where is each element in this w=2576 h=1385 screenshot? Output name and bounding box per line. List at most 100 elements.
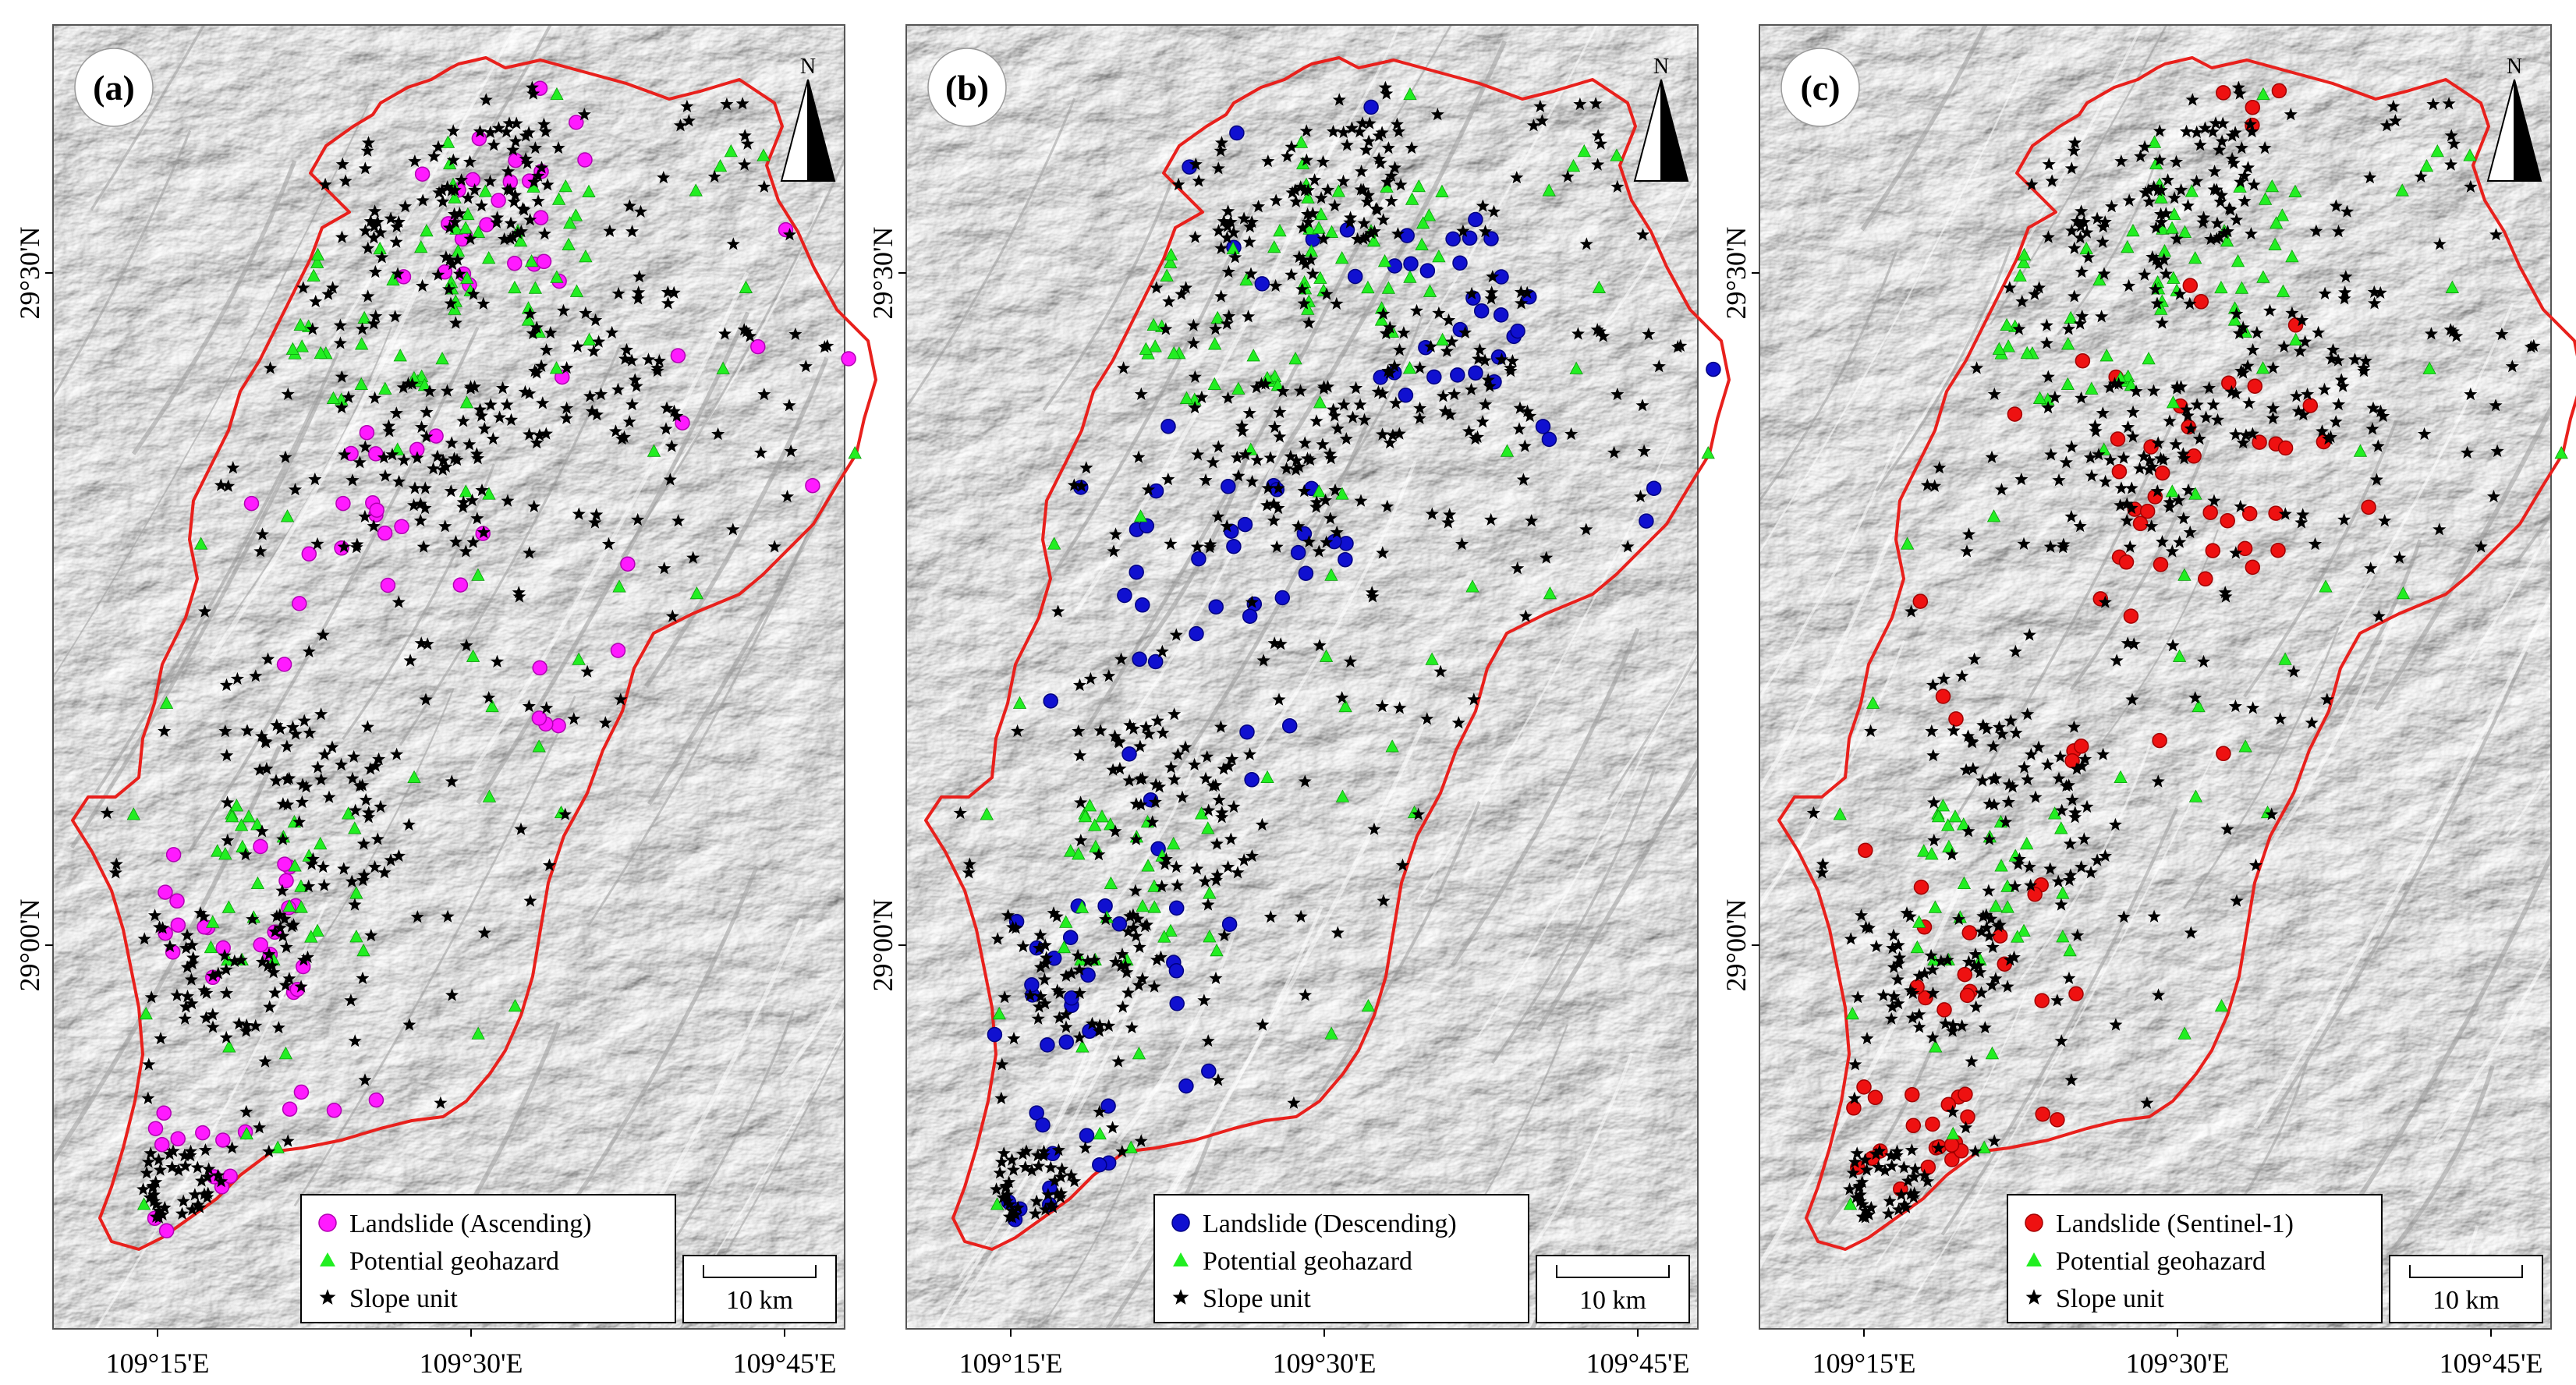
landslide-marker bbox=[276, 657, 292, 672]
slope-unit-marker bbox=[1106, 763, 1120, 776]
slope-unit-marker bbox=[1108, 729, 1122, 742]
slope-unit-marker bbox=[445, 774, 459, 788]
slope-unit-marker bbox=[152, 1203, 166, 1217]
slope-unit-marker bbox=[1927, 795, 1941, 809]
potential-geohazard-marker bbox=[1133, 509, 1148, 522]
latitude-tick-label: 29°00'N bbox=[867, 899, 898, 992]
slope-unit-marker bbox=[657, 171, 671, 184]
potential-geohazard-marker bbox=[1267, 239, 1281, 253]
landslide-marker bbox=[1298, 565, 1314, 581]
potential-geohazard-marker bbox=[2001, 339, 2015, 352]
potential-geohazard-marker bbox=[980, 807, 994, 820]
slope-unit-marker bbox=[2054, 1034, 2068, 1047]
slope-unit-marker bbox=[2012, 322, 2026, 335]
slope-unit-marker bbox=[608, 424, 622, 437]
slope-unit-marker bbox=[2022, 628, 2036, 641]
slope-unit-marker bbox=[559, 411, 573, 424]
longitude-tick-label: 109°45'E bbox=[1586, 1348, 1690, 1379]
landslide-marker bbox=[1100, 1098, 1116, 1114]
slope-unit-marker bbox=[316, 628, 330, 641]
slope-unit-marker bbox=[219, 986, 233, 1000]
slope-unit-marker bbox=[1392, 427, 1406, 440]
potential-geohazard-marker bbox=[508, 280, 522, 294]
landslide-marker bbox=[1858, 842, 1873, 859]
slope-unit-marker bbox=[342, 390, 356, 403]
potential-geohazard-marker bbox=[1701, 446, 1715, 459]
slope-unit-marker bbox=[1294, 180, 1308, 193]
slope-unit-marker bbox=[1591, 129, 1605, 142]
slope-unit-marker bbox=[1321, 182, 1335, 197]
slope-unit-marker bbox=[152, 1153, 166, 1166]
potential-geohazard-marker bbox=[2256, 87, 2270, 101]
landslide-marker bbox=[1936, 1002, 1952, 1018]
potential-geohazard-marker bbox=[1994, 859, 2008, 872]
slope-unit-marker bbox=[1115, 948, 1129, 961]
slope-unit-marker bbox=[263, 1000, 277, 1013]
slope-unit-marker bbox=[2154, 215, 2168, 228]
landslide-marker bbox=[1426, 369, 1442, 385]
slope-unit-marker bbox=[335, 157, 349, 171]
slope-unit-marker bbox=[147, 1188, 161, 1201]
slope-unit-marker bbox=[757, 387, 771, 401]
slope-unit-marker bbox=[1296, 221, 1310, 234]
slope-unit-marker bbox=[2393, 551, 2407, 564]
slope-unit-marker bbox=[667, 285, 681, 299]
slope-unit-marker bbox=[1319, 493, 1333, 507]
slope-unit-marker bbox=[1885, 1000, 1899, 1013]
slope-unit-marker bbox=[2060, 779, 2074, 792]
landslide-marker bbox=[1029, 1105, 1044, 1121]
slope-unit-marker bbox=[1945, 848, 1959, 861]
potential-geohazard-marker bbox=[1917, 844, 1931, 857]
slope-unit-marker bbox=[239, 1018, 253, 1032]
slope-unit-marker bbox=[530, 321, 544, 334]
slope-unit-marker bbox=[390, 220, 404, 233]
slope-unit-marker bbox=[144, 1146, 158, 1160]
slope-unit-marker bbox=[1323, 447, 1337, 460]
slope-unit-marker bbox=[1221, 264, 1235, 278]
landslide-marker bbox=[1062, 930, 1079, 945]
slope-unit-marker bbox=[228, 954, 242, 968]
landslide-marker bbox=[2277, 440, 2294, 456]
slope-unit-marker bbox=[258, 735, 272, 748]
slope-unit-marker bbox=[1235, 424, 1249, 437]
slope-unit-marker bbox=[345, 473, 360, 487]
slope-unit-marker bbox=[2228, 126, 2242, 139]
hillshade-background bbox=[1759, 25, 2551, 1329]
slope-unit-marker bbox=[1054, 1190, 1068, 1203]
slope-unit-marker bbox=[285, 720, 299, 734]
slope-unit-marker bbox=[1199, 473, 1213, 487]
slope-unit-marker bbox=[316, 860, 330, 873]
landslide-marker bbox=[1935, 689, 1951, 704]
slope-unit-marker bbox=[1085, 1016, 1099, 1030]
potential-geohazard-marker bbox=[1260, 770, 1274, 784]
slope-unit-marker bbox=[1214, 136, 1229, 149]
slope-unit-marker bbox=[1986, 772, 2000, 785]
slope-unit-marker bbox=[1375, 126, 1389, 139]
potential-geohazard-marker bbox=[1610, 148, 1624, 161]
slope-unit-marker bbox=[2117, 451, 2131, 464]
slope-unit-marker bbox=[1484, 292, 1498, 305]
slope-unit-marker bbox=[1344, 211, 1358, 224]
slope-unit-marker bbox=[1470, 430, 1484, 443]
slope-unit-marker bbox=[2184, 926, 2198, 939]
slope-unit-marker bbox=[306, 852, 320, 866]
slope-unit-marker bbox=[1000, 1194, 1014, 1207]
slope-unit-marker bbox=[1607, 445, 1621, 459]
slope-unit-marker bbox=[232, 1016, 246, 1030]
slope-unit-marker bbox=[1298, 436, 1312, 449]
slope-unit-marker bbox=[1188, 230, 1202, 243]
slope-unit-marker bbox=[718, 327, 732, 340]
slope-unit-marker bbox=[2142, 462, 2156, 476]
slope-unit-marker bbox=[1025, 1164, 1039, 1177]
slope-unit-marker bbox=[1985, 450, 1999, 463]
slope-unit-marker bbox=[2217, 226, 2231, 239]
landslide-marker bbox=[2247, 378, 2263, 394]
slope-unit-marker bbox=[2042, 157, 2056, 171]
slope-unit-marker bbox=[611, 382, 625, 395]
potential-geohazard-marker bbox=[2056, 886, 2070, 899]
slope-unit-marker bbox=[361, 289, 375, 303]
potential-geohazard-marker bbox=[2017, 255, 2031, 268]
slope-unit-marker bbox=[1011, 1200, 1025, 1214]
slope-unit-marker bbox=[186, 951, 200, 964]
